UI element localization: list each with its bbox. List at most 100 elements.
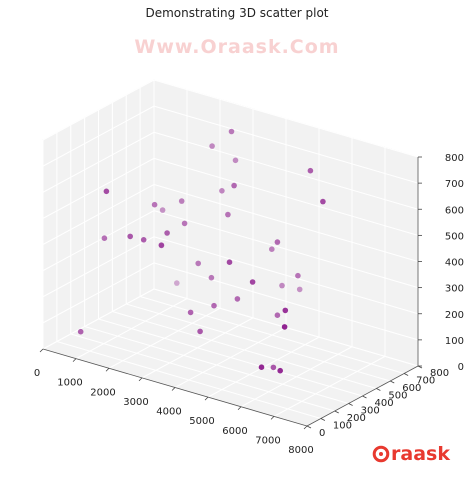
scatter-point: [282, 307, 289, 314]
scatter-point: [127, 233, 133, 240]
x-tick-label: 4000: [156, 407, 181, 418]
grid-line-z-left: [42, 184, 155, 245]
scatter-point: [195, 260, 201, 267]
grid-line-z-left: [42, 131, 155, 193]
scatter-point: [159, 207, 166, 213]
grid-line-y-floor: [139, 296, 405, 374]
scatter-point: [187, 309, 194, 316]
grid-line-z-left: [42, 157, 155, 219]
scatter-point: [103, 188, 110, 195]
y-tick-mark: [362, 395, 367, 399]
grid-line-z-back: [153, 210, 419, 289]
grid-line-z-back: [153, 236, 419, 315]
z-tick-label: 800: [445, 153, 464, 164]
scatter-point: [226, 259, 233, 266]
scatter-point: [234, 296, 241, 302]
logo-text: raask: [391, 443, 450, 465]
scatter-point: [270, 364, 277, 371]
grid-line-y-floor: [98, 318, 363, 397]
z-tick-label: 400: [445, 258, 464, 269]
grid-line-z-back: [153, 184, 419, 262]
scatter-point: [158, 242, 165, 249]
z-tick-label: 500: [445, 231, 464, 242]
oraask-logo: raask: [372, 441, 450, 467]
x-tick-mark: [105, 367, 110, 372]
scatter-point: [140, 237, 147, 243]
grid-line-z-back: [153, 157, 419, 236]
scatter-point: [228, 128, 235, 135]
grid-line-y-floor: [126, 303, 391, 382]
scatter-point: [295, 272, 301, 279]
x-tick-label: 1000: [57, 378, 82, 389]
y-tick-mark: [403, 373, 409, 376]
x-tick-mark: [204, 396, 209, 401]
x-tick-label: 3000: [123, 397, 148, 408]
grid-line-z-left: [42, 236, 155, 298]
grid-line-z-back: [153, 262, 419, 341]
scatter-point: [231, 182, 237, 189]
grid-line-z-back: [153, 79, 419, 158]
x-tick-label: 2000: [90, 387, 115, 398]
y-tick-label: 600: [402, 383, 421, 394]
scatter-point: [258, 364, 265, 371]
scatter-point: [208, 274, 215, 281]
y-tick-label: 500: [388, 391, 407, 402]
scatter-point: [269, 246, 275, 252]
watermark: Www.Oraask.Com: [134, 36, 340, 58]
chart-title: Demonstrating 3D scatter plot: [145, 6, 329, 20]
scatter-point: [296, 286, 303, 293]
z-tick-label: 700: [445, 179, 464, 190]
x-tick-mark: [138, 377, 143, 382]
scatter-point: [307, 167, 314, 174]
y-tick-mark: [334, 410, 339, 414]
scatter-point: [219, 188, 225, 194]
scatter-point: [164, 230, 170, 236]
y-tick-mark: [390, 380, 395, 384]
x-tick-label: 5000: [189, 416, 214, 427]
grid-line-y-floor: [70, 333, 335, 412]
grid-line-z-left: [42, 210, 155, 272]
x-tick-mark: [270, 416, 275, 420]
scatter-point: [174, 280, 180, 286]
scatter-point: [197, 328, 203, 335]
grid-line-z-left: [42, 79, 155, 141]
scatter-point: [279, 282, 285, 289]
grid-line-z-back: [153, 131, 419, 210]
grid-line-z-left: [42, 105, 155, 167]
grid-line-y-floor: [112, 311, 377, 389]
z-tick-label: 300: [445, 284, 464, 295]
x-tick-label: 6000: [222, 426, 247, 437]
x-tick-mark: [72, 358, 77, 362]
scatter-point: [277, 367, 284, 374]
grid-line-z-left: [42, 262, 155, 324]
x-tick-mark: [237, 406, 242, 411]
z-tick-label: 200: [445, 310, 464, 321]
x-tick-label: 8000: [288, 445, 313, 456]
x-tick-mark: [171, 387, 176, 391]
grid-line-z-left: [42, 288, 155, 350]
x-tick-mark: [303, 425, 308, 430]
y-tick-label: 300: [361, 406, 380, 417]
z-tick-label: 0: [458, 362, 464, 373]
logo-ring-icon: [372, 445, 390, 463]
y-tick-mark: [320, 418, 326, 421]
grid-line-y-floor: [84, 326, 349, 404]
scatter-point: [209, 143, 215, 149]
scatter-point: [211, 302, 217, 309]
scatter-point: [274, 239, 281, 245]
y-tick-label: 800: [430, 368, 449, 379]
x-tick-label: 0: [34, 368, 40, 379]
y-tick-label: 700: [416, 376, 435, 387]
scatter-point: [249, 279, 256, 285]
x-tick-mark: [39, 348, 44, 353]
grid-line-z-back: [153, 105, 419, 184]
scatter-point: [101, 235, 108, 241]
scatter-point: [178, 198, 185, 204]
y-tick-mark: [376, 388, 381, 391]
y-tick-label: 0: [319, 428, 325, 439]
scatter-point: [77, 328, 84, 335]
y-tick-label: 400: [375, 398, 394, 409]
scatter-point: [181, 220, 188, 227]
scatter-point: [274, 312, 281, 319]
